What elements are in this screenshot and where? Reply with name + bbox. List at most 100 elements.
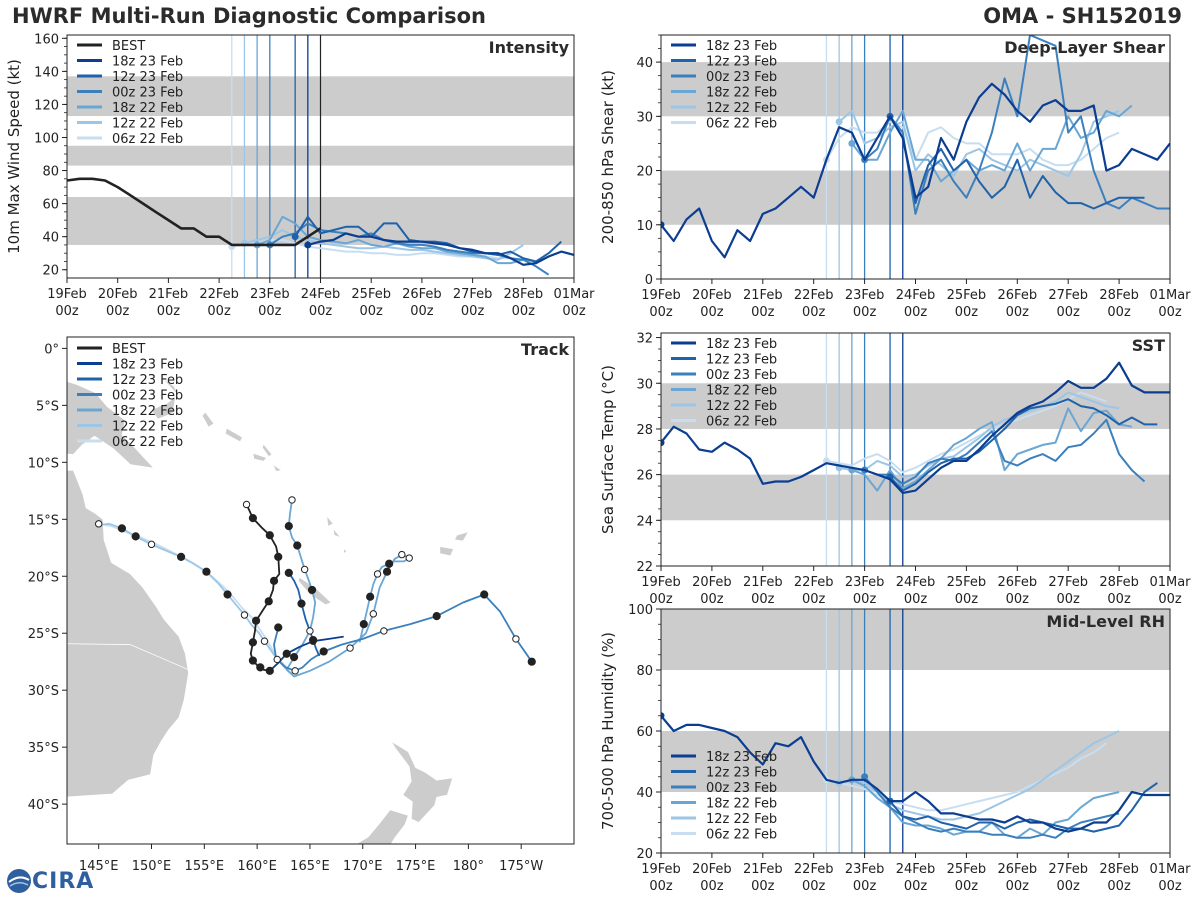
shear-panel-title: Deep-Layer Shear — [1004, 38, 1165, 57]
rh-xtick-day: 25Feb — [947, 862, 987, 877]
shear-ylabel: 200-850 hPa Shear (kt) — [599, 70, 617, 244]
storm-id: OMA - SH152019 — [983, 4, 1182, 28]
shear-xtick-day: 21Feb — [743, 288, 783, 303]
sst-xtick-day: 22Feb — [794, 575, 834, 590]
shear-init-point-0 — [661, 221, 665, 229]
track-marker — [366, 592, 375, 601]
sst-ytick-label: 30 — [636, 377, 653, 392]
track-marker — [293, 541, 302, 550]
shear-ytick-label: 30 — [636, 110, 653, 125]
rh-series-1 — [889, 782, 1158, 833]
shear-ytick-label: 0 — [645, 273, 653, 288]
rh-xtick-hour: 00z — [1057, 879, 1081, 894]
intensity-xtick-day: 26Feb — [402, 287, 442, 302]
map-area — [67, 337, 574, 844]
shear-xtick-hour: 00z — [1057, 305, 1081, 320]
track-marker — [288, 496, 296, 504]
shear-xtick-hour: 00z — [1107, 305, 1131, 320]
intensity-ytick-label: 140 — [34, 65, 59, 80]
track-marker — [300, 565, 309, 574]
sst-ytick-label: 26 — [636, 469, 653, 484]
intensity-init-point-0 — [304, 241, 312, 249]
shear-xtick-hour: 00z — [649, 305, 673, 320]
track-legend-label: 12z 22 Feb — [112, 420, 183, 435]
intensity-series-0 — [307, 232, 574, 266]
sst-xtick-day: 23Feb — [845, 575, 885, 590]
sst-xtick-hour: 00z — [1158, 592, 1182, 607]
track-marker — [319, 647, 328, 656]
track-lat-label: 20°S — [28, 570, 59, 585]
shear-xtick-day: 28Feb — [1099, 288, 1139, 303]
new-ireland-land — [161, 377, 182, 400]
intensity-best-track — [67, 177, 322, 247]
sst-xtick-day: 01Mar — [1149, 575, 1191, 590]
intensity-legend-label: 00z 23 Feb — [112, 86, 183, 101]
track-marker — [369, 610, 378, 618]
rh-xtick-hour: 00z — [853, 879, 877, 894]
plot-area-rh — [661, 609, 1170, 853]
track-marker — [265, 666, 274, 675]
shear-series-1 — [889, 115, 1145, 210]
track-marker — [359, 620, 368, 629]
rh-xtick-day: 19Feb — [641, 862, 681, 877]
track-marker — [382, 567, 392, 576]
shear-xtick-day: 25Feb — [947, 288, 987, 303]
sst-legend-label: 18z 22 Feb — [706, 384, 777, 399]
track-marker — [264, 597, 273, 606]
sst-legend-label: 06z 22 Feb — [706, 415, 777, 430]
track-marker — [346, 644, 354, 652]
intensity-xtick-hour: 00z — [258, 304, 282, 319]
intensity-xtick-hour: 00z — [309, 304, 333, 319]
new-britain-land — [151, 395, 177, 420]
track-lat-label: 25°S — [28, 627, 59, 642]
sst-series-4 — [838, 391, 1120, 478]
sst-xtick-day: 24Feb — [896, 575, 936, 590]
shear-xtick-day: 23Feb — [845, 288, 885, 303]
shear-series-4 — [838, 109, 1120, 177]
track-marker — [248, 514, 257, 523]
track-marker — [260, 637, 269, 645]
intensity-xtick-day: 28Feb — [504, 287, 544, 302]
intensity-ytick-label: 60 — [42, 198, 59, 213]
rh-xtick-day: 26Feb — [998, 862, 1038, 877]
shear-init-point-4 — [835, 118, 843, 126]
shear-xtick-hour: 00z — [1006, 305, 1030, 320]
sst-xtick-hour: 00z — [1107, 592, 1131, 607]
track-marker — [398, 550, 406, 559]
rh-init-point-2 — [861, 773, 869, 781]
track-marker — [306, 627, 314, 635]
rh-xtick-day: 20Feb — [692, 862, 732, 877]
track-legend-label: 00z 23 Feb — [112, 389, 183, 404]
intensity-xtick-hour: 00z — [410, 304, 434, 319]
track-lon-label: 175°E — [396, 859, 436, 874]
rh-xtick-day: 23Feb — [845, 862, 885, 877]
plot-area-intensity — [67, 35, 574, 278]
rh-xtick-day: 01Mar — [1149, 862, 1191, 877]
rh-band-1 — [661, 609, 1170, 670]
track-marker — [512, 635, 520, 643]
rh-series-3 — [851, 778, 1120, 839]
shear-xtick-hour: 00z — [904, 305, 928, 320]
track-marker — [248, 656, 257, 665]
rh-ytick-label: 40 — [636, 786, 653, 801]
track-lat-label: 15°S — [28, 513, 59, 528]
rh-xtick-day: 21Feb — [743, 862, 783, 877]
shear-xtick-hour: 00z — [1158, 305, 1182, 320]
intensity-ytick-label: 40 — [42, 231, 59, 246]
track-marker — [240, 611, 249, 619]
track-lon-label: 175°W — [499, 859, 543, 874]
shear-xtick-hour: 00z — [802, 305, 826, 320]
sst-series-1 — [889, 398, 1158, 492]
sst-ytick-label: 32 — [636, 332, 653, 347]
intensity-xtick-day: 01Mar — [553, 287, 595, 302]
fiji-viti-levu — [439, 546, 455, 557]
intensity-xtick-hour: 00z — [157, 304, 181, 319]
intensity-legend-label: 18z 22 Feb — [112, 101, 183, 116]
rh-xtick-hour: 00z — [955, 879, 979, 894]
intensity-legend-label: BEST — [112, 39, 145, 54]
rh-legend-label: 18z 22 Feb — [706, 797, 777, 812]
track-marker — [117, 524, 127, 533]
track-marker — [147, 540, 156, 549]
track-marker — [202, 567, 211, 576]
intensity-xtick-hour: 00z — [207, 304, 231, 319]
